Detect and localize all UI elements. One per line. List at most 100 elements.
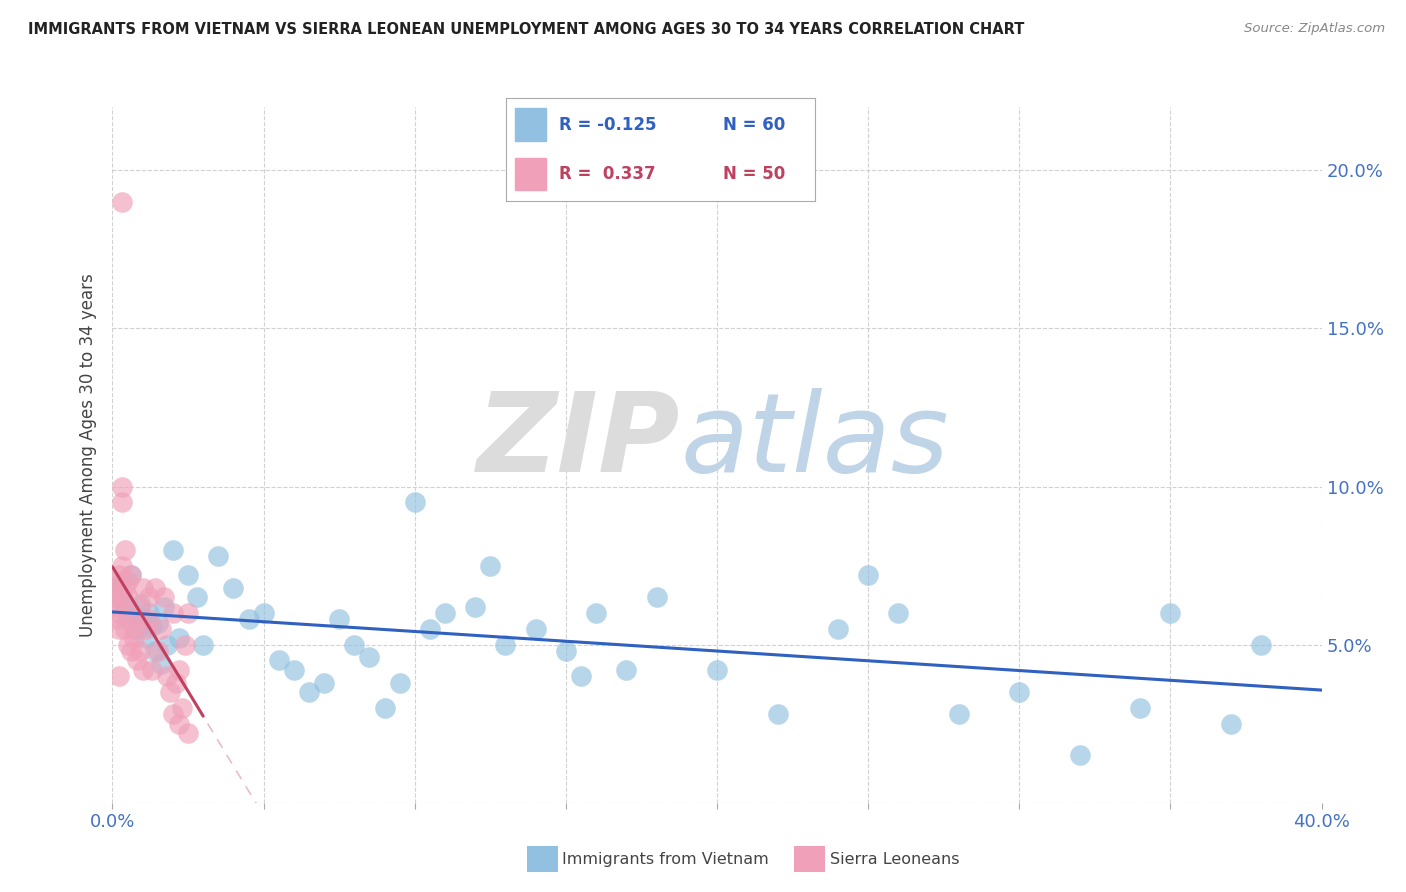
Point (114, 622, 136, 636)
Point (138, 591, 160, 605)
Bar (516, 158, 547, 190)
Point (479, 558, 502, 573)
Point (177, 606, 200, 620)
Point (359, 650, 381, 665)
Point (616, 663, 638, 677)
Point (404, 495, 426, 509)
Point (153, 599, 176, 614)
Point (645, 591, 668, 605)
Point (114, 599, 136, 614)
Point (283, 663, 305, 677)
Point (948, 707, 970, 722)
Point (174, 638, 197, 652)
Y-axis label: Unemployment Among Ages 30 to 34 years: Unemployment Among Ages 30 to 34 years (79, 273, 97, 637)
Point (132, 612, 155, 626)
Point (554, 644, 576, 658)
Point (146, 644, 169, 658)
Point (138, 612, 160, 626)
Point (524, 622, 547, 636)
Point (1129, 701, 1152, 715)
Point (128, 644, 150, 658)
Point (107, 568, 129, 582)
Point (114, 542, 136, 557)
Point (464, 599, 486, 614)
Point (110, 479, 132, 493)
Point (104, 612, 127, 626)
Point (135, 632, 157, 646)
Text: Source: ZipAtlas.com: Source: ZipAtlas.com (1244, 22, 1385, 36)
Point (222, 581, 245, 595)
Point (141, 663, 163, 677)
Point (117, 574, 139, 589)
Point (167, 632, 190, 646)
Point (132, 581, 155, 595)
Text: Immigrants from Vietnam: Immigrants from Vietnam (562, 853, 769, 867)
Point (107, 669, 129, 683)
Point (122, 632, 145, 646)
Point (267, 653, 290, 667)
Text: R = -0.125: R = -0.125 (558, 116, 657, 134)
Point (122, 622, 145, 636)
Point (495, 638, 517, 652)
Point (186, 591, 208, 605)
Point (143, 644, 166, 658)
Text: Sierra Leoneans: Sierra Leoneans (830, 853, 959, 867)
Point (117, 591, 139, 605)
Point (120, 606, 142, 620)
Text: ZIP: ZIP (477, 387, 681, 494)
Point (162, 606, 184, 620)
Text: atlas: atlas (681, 387, 949, 494)
Point (165, 675, 187, 690)
Point (117, 612, 139, 626)
Point (104, 591, 127, 605)
Point (253, 606, 276, 620)
Point (104, 581, 127, 595)
Point (149, 622, 172, 636)
Point (110, 574, 132, 589)
Point (374, 701, 396, 715)
Point (110, 591, 132, 605)
Bar (516, 108, 547, 141)
Point (827, 622, 849, 636)
Point (153, 591, 176, 605)
Point (433, 606, 456, 620)
Point (107, 606, 129, 620)
Point (128, 597, 150, 611)
Point (110, 495, 132, 509)
Point (207, 549, 229, 563)
Point (146, 615, 169, 630)
Point (141, 618, 163, 632)
Point (1008, 685, 1031, 699)
Point (569, 669, 592, 683)
Point (125, 622, 148, 636)
Point (125, 653, 148, 667)
Point (135, 622, 157, 636)
Point (143, 581, 166, 595)
Point (156, 669, 179, 683)
Text: N = 50: N = 50 (723, 165, 785, 183)
Point (419, 622, 441, 636)
Point (162, 542, 184, 557)
Point (114, 581, 136, 595)
Point (856, 568, 880, 582)
Point (887, 606, 910, 620)
Point (170, 701, 193, 715)
Point (110, 194, 132, 209)
Point (104, 581, 127, 595)
Point (1250, 638, 1272, 652)
Point (122, 606, 145, 620)
Point (238, 612, 260, 626)
Point (125, 612, 148, 626)
Text: R =  0.337: R = 0.337 (558, 165, 655, 183)
Point (328, 612, 350, 626)
Point (162, 707, 184, 722)
Point (1159, 606, 1181, 620)
Text: N = 60: N = 60 (723, 116, 785, 134)
Point (132, 663, 155, 677)
Point (107, 591, 129, 605)
Point (1220, 716, 1243, 731)
Point (120, 568, 142, 582)
Point (117, 638, 139, 652)
Point (298, 685, 321, 699)
Point (167, 663, 190, 677)
